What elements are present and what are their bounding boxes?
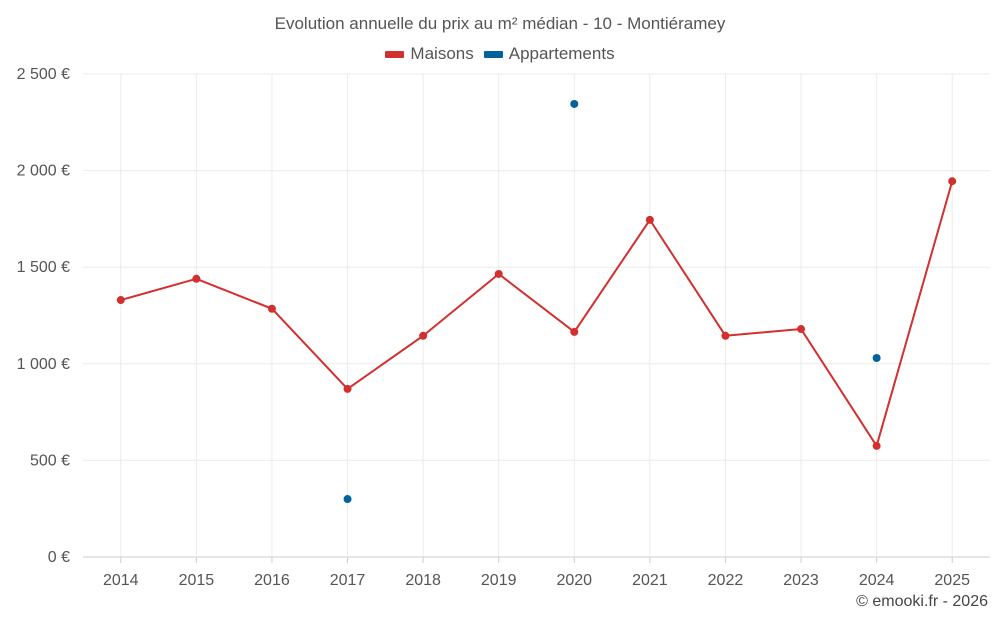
x-tick-label: 2014 [103,572,139,589]
legend: Maisons Appartements [0,44,1000,64]
data-point-maisons-2025 [948,177,957,186]
legend-swatch-maisons [385,50,405,58]
data-point-maisons-2016 [267,304,276,313]
data-point-maisons-2014 [116,296,125,305]
y-tick-label: 500 € [30,452,70,469]
y-tick-label: 2 000 € [17,163,70,180]
x-tick-label: 2021 [632,572,668,589]
legend-item-appartements[interactable]: Appartements [483,44,615,64]
legend-swatch-appartements [483,50,503,58]
legend-label-maisons: Maisons [410,44,474,63]
y-tick-label: 1 000 € [17,356,70,373]
x-tick-label: 2015 [179,572,215,589]
data-point-maisons-2024 [872,441,881,450]
legend-item-maisons[interactable]: Maisons [385,44,474,64]
x-tick-label: 2023 [783,572,819,589]
x-tick-label: 2020 [556,572,592,589]
data-point-maisons-2018 [419,331,428,340]
y-tick-label: 1 500 € [17,259,70,276]
y-tick-label: 2 500 € [17,66,70,83]
x-tick-label: 2017 [330,572,366,589]
data-point-maisons-2023 [797,325,806,334]
x-tick-label: 2024 [859,572,895,589]
y-tick-label: 0 € [48,549,70,566]
chart-title: Evolution annuelle du prix au m² médian … [274,14,726,33]
x-tick-label: 2022 [708,572,744,589]
x-tick-label: 2025 [934,572,970,589]
data-point-appartements-2020 [570,99,579,108]
x-tick-label: 2019 [481,572,517,589]
data-point-maisons-2021 [645,215,654,224]
credit-text: © emooki.fr - 2026 [856,593,988,610]
x-tick-label: 2016 [254,572,290,589]
data-point-maisons-2019 [494,269,503,278]
data-point-appartements-2024 [872,354,881,363]
x-tick-label: 2018 [405,572,441,589]
legend-label-appartements: Appartements [508,44,615,63]
data-point-maisons-2017 [343,384,352,393]
data-point-maisons-2020 [570,327,579,336]
data-point-maisons-2015 [192,274,201,283]
data-point-maisons-2022 [721,331,730,340]
series-line-maisons [120,180,954,447]
data-point-appartements-2017 [343,495,352,504]
